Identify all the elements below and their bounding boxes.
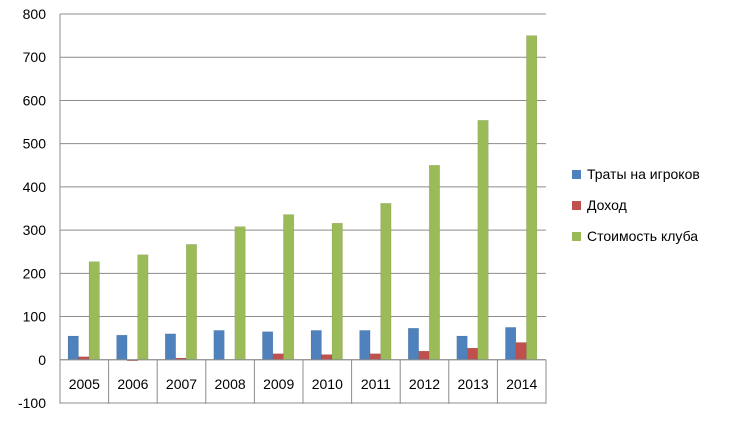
legend-swatch bbox=[572, 170, 581, 179]
bar bbox=[262, 331, 274, 361]
bar bbox=[428, 165, 440, 361]
y-tick-label: 100 bbox=[23, 309, 47, 325]
x-tick-label: 2005 bbox=[69, 376, 100, 392]
bar bbox=[185, 244, 197, 361]
x-tick-label: 2013 bbox=[458, 376, 489, 392]
legend-label: Траты на игроков bbox=[587, 166, 700, 182]
bar bbox=[515, 342, 527, 361]
bar bbox=[321, 354, 333, 361]
y-tick-label: 600 bbox=[23, 92, 47, 108]
x-tick-label: 2012 bbox=[409, 376, 440, 392]
bar bbox=[164, 333, 176, 361]
bar bbox=[477, 120, 489, 361]
y-axis-tick-labels: -100 0 100 200 300 400 500 600 700 800 bbox=[18, 6, 46, 411]
bar bbox=[456, 335, 468, 361]
bar bbox=[310, 330, 322, 361]
bar bbox=[213, 330, 225, 361]
bar bbox=[467, 347, 479, 361]
x-tick-label: 2007 bbox=[166, 376, 197, 392]
x-axis: 2005 2006 2007 2008 2009 2010 2011 2012 2013 2014 bbox=[59, 359, 547, 404]
legend-label: Стоимость клуба bbox=[587, 228, 698, 244]
bar bbox=[526, 35, 538, 361]
x-tick-label: 2011 bbox=[361, 376, 391, 392]
x-tick-label: 2009 bbox=[263, 376, 294, 392]
bar bbox=[272, 353, 284, 361]
y-tick-label: 500 bbox=[23, 136, 47, 152]
bar bbox=[369, 353, 381, 361]
y-tick-label: 400 bbox=[23, 179, 47, 195]
bar bbox=[407, 327, 419, 361]
x-tick-label: 2014 bbox=[506, 376, 537, 392]
bar bbox=[418, 350, 430, 361]
y-tick-label: -100 bbox=[18, 395, 46, 411]
x-tick-label: 2008 bbox=[215, 376, 246, 392]
y-tick-label: 200 bbox=[23, 265, 47, 281]
y-tick-label: 0 bbox=[38, 352, 46, 368]
bar bbox=[331, 222, 343, 361]
bar bbox=[359, 330, 371, 361]
y-tick-label: 700 bbox=[23, 49, 47, 65]
legend: Траты на игроков Доход Стоимость клуба bbox=[572, 166, 700, 244]
x-tick-label: 2006 bbox=[117, 376, 148, 392]
bar bbox=[380, 203, 392, 361]
bar bbox=[234, 226, 246, 361]
legend-swatch bbox=[572, 201, 581, 210]
bar bbox=[116, 334, 128, 361]
bar bbox=[137, 254, 149, 361]
bar bbox=[505, 327, 517, 361]
y-tick-label: 300 bbox=[23, 222, 47, 238]
legend-label: Доход bbox=[587, 197, 627, 213]
legend-swatch bbox=[572, 232, 581, 241]
x-tick-label: 2010 bbox=[312, 376, 343, 392]
bar bbox=[67, 335, 79, 361]
y-tick-label: 800 bbox=[23, 6, 47, 22]
bar bbox=[283, 214, 295, 361]
bar bbox=[88, 261, 100, 361]
bars bbox=[67, 35, 538, 362]
